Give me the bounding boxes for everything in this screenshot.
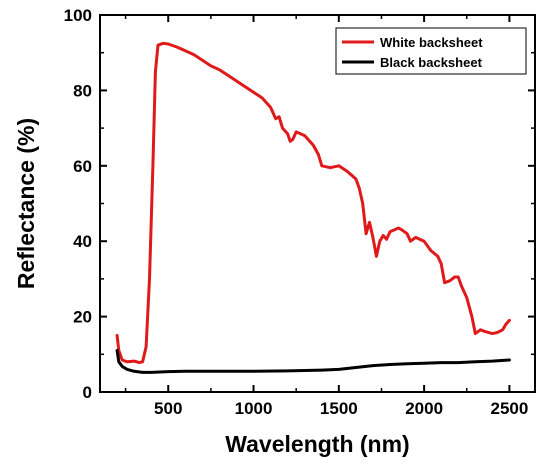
x-axis-title: Wavelength (nm) [225,431,409,457]
series-line-black-backsheet [115,349,511,374]
legend-label: Black backsheet [380,55,483,70]
x-tick-label: 500 [154,399,182,418]
y-tick-label: 20 [73,308,92,327]
y-tick-label: 100 [64,6,92,25]
x-tick-label: 1500 [320,399,358,418]
plot-area: 500 1000 1500 2000 2500 0 20 40 60 80 100 [64,6,536,418]
series-line-white-backsheet [115,41,511,365]
x-tick-label: 2000 [405,399,443,418]
y-axis-title: Reflectance (%) [13,118,39,289]
y-tick-label: 40 [73,232,92,251]
y-tick-label: 80 [73,81,92,100]
legend-box [335,27,527,75]
x-tick-label: 2500 [490,399,528,418]
legend-label: White backsheet [380,35,483,50]
y-tick-label: 0 [83,383,92,402]
y-tick-label: 60 [73,157,92,176]
x-tick-label: 1000 [235,399,273,418]
legend: White backsheet Black backsheet [335,27,527,75]
